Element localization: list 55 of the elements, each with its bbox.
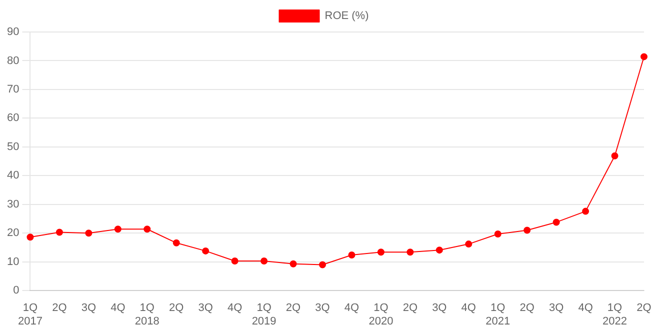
x-tick-label: 1Q 2021 [486,302,510,328]
x-tick-label: 3Q [548,302,564,314]
point [552,218,560,226]
y-tick-label: 10 [6,256,20,268]
y-tick-label: 0 [13,284,20,297]
x-tick-label: 2Q [169,302,184,314]
x-tick-label: 4Q [461,302,476,314]
point [319,261,326,268]
point [56,228,63,236]
x-tick-label: 2Q [636,302,652,314]
x-tick-label: 4Q [110,302,126,314]
y-tick-label: 60 [6,112,20,124]
point [377,248,384,256]
point [144,226,151,233]
x-tick-label: 2Q [52,302,68,314]
y-tick-label: 70 [6,84,20,96]
point [202,247,210,254]
y-tick-label: 90 [6,26,20,38]
y-tick-label: 20 [6,227,20,240]
x-tick-label: 4Q [578,302,594,314]
x-tick-label: 3Q [315,302,330,314]
x-tick-label: 1Q 2018 [134,302,160,328]
point [231,258,238,265]
point [85,230,92,237]
x-tick-label: 1Q 2019 [252,302,276,328]
point [582,208,590,215]
x-tick-label: 4Q [227,302,243,314]
point [290,260,297,268]
y-tick-label: 80 [6,54,20,67]
point [348,251,356,258]
x-tick-label: 3Q [198,302,214,314]
point [260,258,268,265]
legend-label: ROE (%) [324,10,369,22]
y-tick-label: 30 [6,198,20,210]
x-tick-label: 1Q 2020 [368,302,394,328]
point [26,234,34,241]
y-tick-label: 40 [6,170,20,182]
x-tick-label: 4Q [344,302,360,314]
point [494,230,502,238]
point [436,246,443,254]
point [611,152,618,160]
point [406,248,414,256]
point [524,226,531,234]
point [114,226,122,233]
point [465,240,472,248]
x-tick-label: 3Q [81,302,96,314]
x-tick-label: 2Q [520,302,535,314]
x-tick-label: 2Q [286,302,302,314]
x-tick-label: 2Q [402,302,418,314]
point [172,239,180,246]
point [640,53,648,60]
x-tick-label: 1Q 2022 [602,302,628,328]
x-tick-label: 1Q 2017 [18,302,42,328]
x-tick-label: 3Q [432,302,448,314]
y-tick-label: 50 [6,140,20,153]
